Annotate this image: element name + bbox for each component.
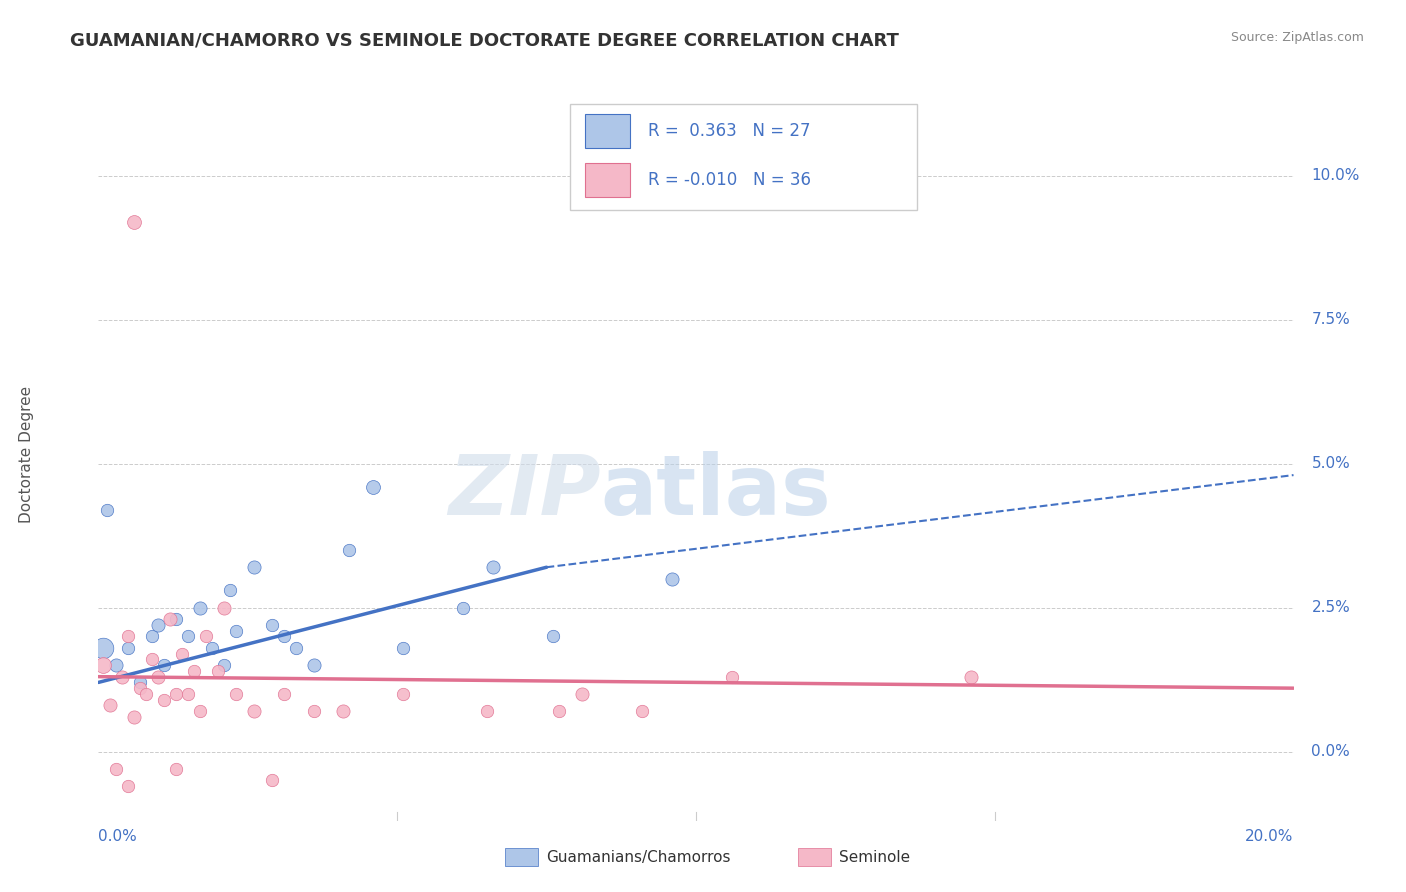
Point: [117, 640, 139, 655]
Point: [273, 629, 295, 643]
Point: [392, 687, 415, 701]
Point: [392, 640, 415, 655]
Point: [260, 617, 283, 632]
Point: [177, 629, 200, 643]
Point: [361, 480, 384, 494]
Text: 2.5%: 2.5%: [1312, 600, 1350, 615]
Point: [141, 652, 163, 666]
Point: [165, 762, 187, 776]
Text: 0.0%: 0.0%: [98, 830, 138, 845]
Point: [661, 572, 683, 586]
Point: [105, 658, 128, 673]
Point: [98, 698, 122, 713]
Point: [177, 687, 200, 701]
Point: [153, 658, 176, 673]
Point: [153, 692, 176, 706]
Point: [631, 704, 654, 718]
Point: [225, 624, 247, 638]
Point: [194, 629, 218, 643]
Text: 5.0%: 5.0%: [1312, 456, 1350, 471]
Point: [172, 647, 194, 661]
Point: [135, 687, 157, 701]
Point: [117, 779, 139, 793]
Text: R = -0.010   N = 36: R = -0.010 N = 36: [648, 171, 811, 189]
Text: 0.0%: 0.0%: [1312, 744, 1350, 759]
Point: [260, 773, 283, 788]
Point: [165, 612, 187, 626]
FancyBboxPatch shape: [585, 114, 630, 148]
Point: [302, 658, 325, 673]
Text: R =  0.363   N = 27: R = 0.363 N = 27: [648, 122, 811, 140]
FancyBboxPatch shape: [797, 847, 831, 866]
Point: [117, 629, 139, 643]
Text: GUAMANIAN/CHAMORRO VS SEMINOLE DOCTORATE DEGREE CORRELATION CHART: GUAMANIAN/CHAMORRO VS SEMINOLE DOCTORATE…: [70, 31, 900, 49]
Text: atlas: atlas: [600, 451, 831, 532]
Text: ZIP: ZIP: [447, 451, 600, 532]
Point: [541, 629, 564, 643]
Point: [302, 704, 325, 718]
Point: [212, 600, 235, 615]
Point: [111, 670, 134, 684]
FancyBboxPatch shape: [585, 163, 630, 197]
Point: [547, 704, 569, 718]
Point: [720, 670, 742, 684]
Point: [188, 704, 211, 718]
Text: Seminole: Seminole: [839, 850, 911, 864]
Point: [124, 710, 146, 724]
FancyBboxPatch shape: [571, 103, 917, 210]
Point: [188, 600, 211, 615]
Point: [959, 670, 981, 684]
Point: [273, 687, 295, 701]
Point: [332, 704, 354, 718]
Point: [129, 681, 152, 695]
Point: [183, 664, 205, 678]
Text: Source: ZipAtlas.com: Source: ZipAtlas.com: [1230, 31, 1364, 45]
Point: [91, 640, 114, 655]
FancyBboxPatch shape: [505, 847, 538, 866]
Point: [212, 658, 235, 673]
Point: [339, 543, 360, 558]
Point: [475, 704, 498, 718]
Text: 7.5%: 7.5%: [1312, 312, 1350, 327]
Point: [451, 600, 474, 615]
Point: [201, 640, 224, 655]
Point: [481, 560, 503, 574]
Point: [159, 612, 181, 626]
Text: 10.0%: 10.0%: [1312, 168, 1360, 183]
Point: [124, 215, 146, 229]
Point: [284, 640, 307, 655]
Point: [141, 629, 163, 643]
Point: [105, 762, 128, 776]
Point: [96, 502, 118, 516]
Point: [148, 670, 170, 684]
Point: [129, 675, 152, 690]
Point: [225, 687, 247, 701]
Text: Guamanians/Chamorros: Guamanians/Chamorros: [547, 850, 731, 864]
Point: [243, 704, 266, 718]
Point: [148, 617, 170, 632]
Text: Doctorate Degree: Doctorate Degree: [20, 386, 34, 524]
Point: [207, 664, 229, 678]
Point: [243, 560, 266, 574]
Point: [219, 583, 242, 598]
Point: [571, 687, 593, 701]
Text: 20.0%: 20.0%: [1246, 830, 1294, 845]
Point: [91, 658, 114, 673]
Point: [165, 687, 187, 701]
